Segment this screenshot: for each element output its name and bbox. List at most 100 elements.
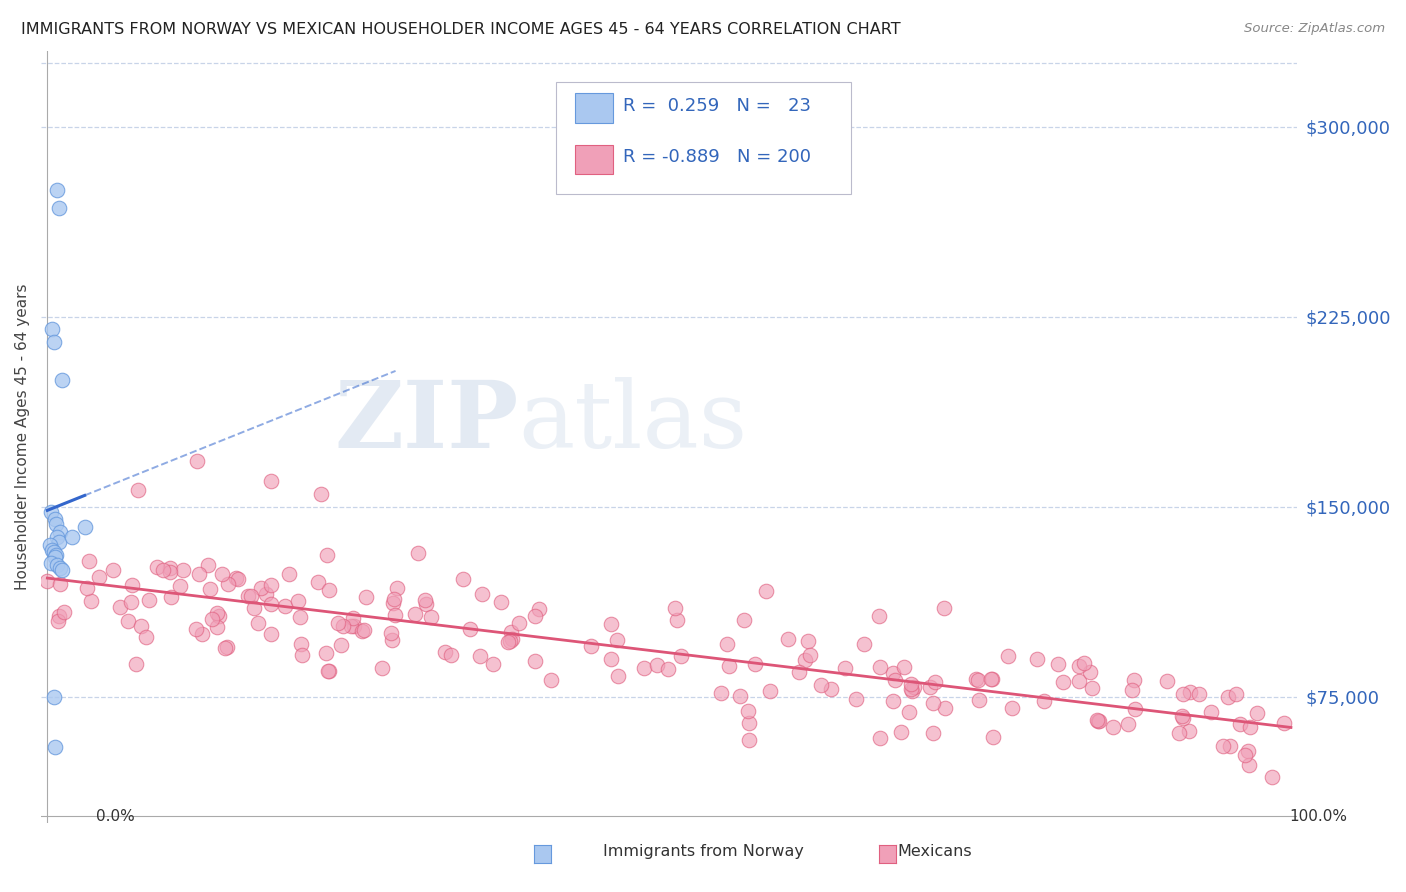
- Point: [1272, 715, 1295, 730]
- Point: [46, 558, 69, 572]
- Point: [920, 680, 942, 694]
- Point: [60, 530, 83, 544]
- Point: [1171, 687, 1194, 701]
- Point: [89, 570, 111, 584]
- Point: [1216, 690, 1239, 705]
- Point: [49, 560, 72, 574]
- Point: [188, 567, 211, 582]
- Point: [332, 619, 354, 633]
- Point: [893, 660, 915, 674]
- Text: 100.0%: 100.0%: [1289, 809, 1347, 823]
- Point: [1156, 673, 1178, 688]
- Y-axis label: Householder Income Ages 45 - 64 years: Householder Income Ages 45 - 64 years: [15, 284, 30, 591]
- Point: [274, 599, 297, 614]
- Point: [524, 609, 547, 624]
- Point: [318, 664, 340, 678]
- FancyBboxPatch shape: [575, 145, 613, 174]
- Point: [965, 673, 987, 687]
- Point: [197, 558, 219, 572]
- Point: [44, 550, 66, 565]
- Point: [1047, 657, 1070, 672]
- Point: [45, 548, 67, 562]
- Point: [172, 563, 194, 577]
- Point: [869, 731, 891, 746]
- Point: [969, 692, 991, 706]
- Point: [1067, 658, 1090, 673]
- Point: [793, 653, 815, 667]
- Point: [415, 597, 437, 611]
- Point: [384, 607, 406, 622]
- Point: [131, 619, 153, 633]
- Point: [307, 574, 329, 589]
- Point: [868, 608, 890, 623]
- Point: [1080, 681, 1102, 695]
- Point: [48, 535, 70, 549]
- Text: 0.0%: 0.0%: [96, 809, 135, 823]
- Point: [1211, 739, 1233, 753]
- Point: [482, 657, 505, 672]
- Point: [882, 694, 904, 708]
- Point: [882, 665, 904, 680]
- Point: [710, 686, 733, 700]
- Point: [318, 582, 340, 597]
- Point: [371, 661, 394, 675]
- Point: [903, 680, 925, 694]
- Point: [744, 657, 766, 671]
- Point: [1188, 687, 1211, 701]
- Text: R =  0.259   N =   23: R = 0.259 N = 23: [623, 96, 811, 114]
- Point: [1237, 744, 1260, 758]
- Point: [1121, 683, 1143, 698]
- Point: [1246, 706, 1268, 720]
- Point: [981, 730, 1004, 744]
- Point: [80, 593, 103, 607]
- Point: [1087, 714, 1109, 728]
- Point: [579, 640, 602, 654]
- Point: [354, 590, 377, 604]
- Point: [135, 630, 157, 644]
- Point: [381, 596, 404, 610]
- Point: [42, 545, 65, 559]
- Point: [884, 673, 907, 687]
- Point: [186, 454, 208, 468]
- Point: [41, 542, 63, 557]
- Point: [318, 664, 340, 678]
- Point: [527, 602, 550, 616]
- Point: [250, 581, 273, 595]
- Point: [408, 546, 430, 560]
- Point: [48, 201, 70, 215]
- Point: [380, 626, 402, 640]
- Text: Immigrants from Norway: Immigrants from Norway: [603, 845, 803, 859]
- Point: [852, 637, 875, 651]
- Point: [46, 183, 69, 197]
- Point: [897, 705, 920, 719]
- Point: [287, 594, 309, 608]
- Point: [1123, 673, 1146, 688]
- Point: [901, 683, 924, 698]
- Point: [138, 593, 160, 607]
- Text: R = -0.889   N = 200: R = -0.889 N = 200: [623, 148, 811, 166]
- Point: [46, 530, 69, 544]
- Point: [1067, 674, 1090, 689]
- Point: [413, 593, 436, 607]
- Point: [1177, 723, 1199, 738]
- Point: [152, 563, 174, 577]
- Point: [845, 692, 868, 706]
- Point: [787, 665, 810, 680]
- Point: [387, 582, 409, 596]
- Point: [1052, 675, 1074, 690]
- Point: [44, 512, 66, 526]
- Point: [666, 613, 689, 627]
- Point: [1168, 726, 1191, 740]
- Point: [343, 619, 366, 633]
- FancyBboxPatch shape: [575, 93, 613, 122]
- Point: [309, 487, 332, 501]
- Point: [45, 517, 67, 532]
- Point: [419, 610, 441, 624]
- Point: [966, 673, 988, 687]
- Point: [217, 576, 239, 591]
- Point: [647, 658, 669, 673]
- Point: [820, 681, 842, 696]
- Point: [260, 578, 283, 592]
- Point: [226, 573, 249, 587]
- Point: [342, 610, 364, 624]
